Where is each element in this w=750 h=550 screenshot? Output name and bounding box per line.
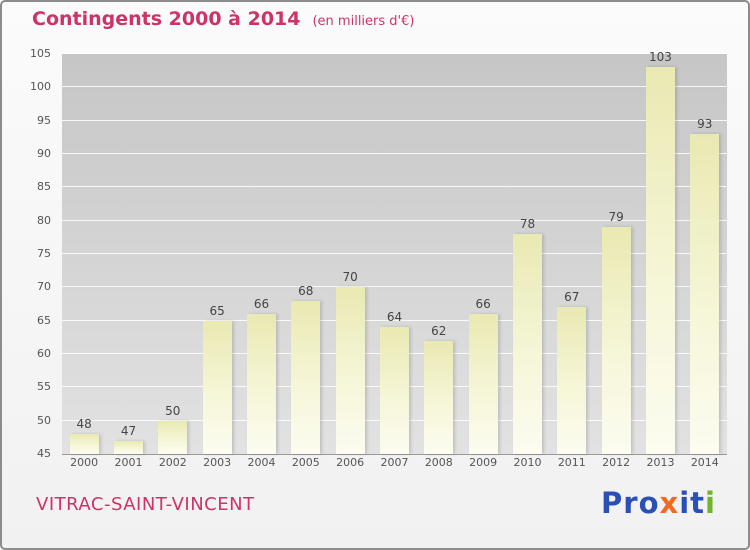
bar-value-label: 70 <box>342 270 358 285</box>
gridline <box>62 219 727 221</box>
y-tick-label: 50 <box>37 413 51 427</box>
gridline <box>62 53 727 54</box>
gridline <box>62 253 727 254</box>
x-tick-label: 2005 <box>291 456 320 469</box>
y-tick-label: 45 <box>37 447 51 460</box>
bar-2000 <box>69 434 99 454</box>
bar-value-label: 50 <box>165 403 181 418</box>
logo-letter: i <box>679 486 691 520</box>
bar-2007 <box>379 327 410 454</box>
x-tick-label: 2013 <box>646 456 675 469</box>
gridline <box>62 186 727 188</box>
bar-value-label: 103 <box>649 50 672 65</box>
x-tick-label: 2004 <box>247 456 276 469</box>
y-tick-label: 75 <box>37 247 51 260</box>
bar-2012 <box>601 227 631 454</box>
bar-2004 <box>246 314 277 454</box>
bar-slot: 103 <box>638 50 682 454</box>
gridline <box>62 153 727 154</box>
bar-2009 <box>468 314 498 454</box>
bar-slot: 66 <box>461 54 505 454</box>
bar-slot: 79 <box>594 54 638 454</box>
plot-area: 48 47 50 65 66 68 70 64 62 66 78 67 79 103 93 <box>62 50 727 455</box>
y-tick-label: 70 <box>37 280 51 294</box>
bar-value-label: 79 <box>608 210 624 225</box>
bar-slot: 48 <box>62 54 106 454</box>
bar-slot: 62 <box>417 54 461 454</box>
proxiti-logo: Proxiti <box>601 486 716 520</box>
bar-2002 <box>158 420 188 454</box>
logo-letter: x <box>659 486 680 520</box>
y-tick-label: 95 <box>37 113 51 127</box>
x-tick-label: 2002 <box>158 456 187 469</box>
chart-title: Contingents 2000 à 2014 <box>32 8 301 30</box>
gridline <box>62 86 727 88</box>
x-tick-label: 2000 <box>70 456 99 469</box>
bar-slot: 67 <box>550 54 594 454</box>
y-tick-label: 65 <box>37 313 51 327</box>
logo-letter: t <box>690 486 706 520</box>
bar-value-label: 47 <box>120 423 137 438</box>
y-tick-label: 60 <box>37 347 51 360</box>
bar-2013 <box>645 67 676 454</box>
bar-value-label: 68 <box>298 283 314 298</box>
x-tick-label: 2010 <box>513 456 542 469</box>
logo-letter: r <box>623 486 639 520</box>
bar-slot: 50 <box>151 54 195 454</box>
x-tick-label: 2003 <box>203 456 232 469</box>
bar-2005 <box>291 300 321 454</box>
logo-letter: i <box>705 486 716 520</box>
x-tick-label: 2007 <box>380 456 409 469</box>
y-tick-label: 100 <box>30 80 51 94</box>
bar-2006 <box>335 287 365 454</box>
bar-2014 <box>690 134 720 454</box>
bar-slot: 93 <box>683 54 727 454</box>
bar-slot: 47 <box>106 54 150 454</box>
chart-header: Contingents 2000 à 2014 (en milliers d'€) <box>32 8 414 30</box>
y-tick-label: 80 <box>37 213 51 227</box>
logo-letter: o <box>638 486 660 520</box>
bar-slot: 65 <box>195 54 239 454</box>
logo-letter: P <box>600 486 624 520</box>
location-label: VITRAC-SAINT-VINCENT <box>36 494 255 515</box>
bar-slot: 68 <box>284 54 328 454</box>
bar-slot: 64 <box>372 54 416 454</box>
bar-slot: 66 <box>239 54 283 454</box>
bar-value-label: 66 <box>475 297 491 311</box>
bar-slot: 78 <box>505 54 549 454</box>
bar-slot: 70 <box>328 54 372 454</box>
x-tick-label: 2014 <box>690 456 719 469</box>
chart-subtitle: (en milliers d'€) <box>312 14 415 29</box>
bar-value-label: 62 <box>431 323 447 338</box>
bar-2001 <box>113 440 144 454</box>
x-tick-label: 2008 <box>424 456 453 469</box>
x-tick-label: 2009 <box>469 456 498 469</box>
bar-value-label: 67 <box>564 290 580 305</box>
bar-value-label: 65 <box>209 303 225 318</box>
bar-value-label: 64 <box>386 310 403 325</box>
bar-value-label: 93 <box>697 117 713 131</box>
x-tick-label: 2012 <box>602 456 631 469</box>
bar-value-label: 66 <box>253 297 270 311</box>
y-tick-label: 85 <box>37 180 51 194</box>
y-tick-label: 55 <box>37 380 51 394</box>
bar-2008 <box>424 340 454 454</box>
bar-2010 <box>512 234 543 454</box>
y-tick-label: 105 <box>30 47 51 60</box>
x-tick-label: 2006 <box>336 456 365 469</box>
gridline <box>62 286 727 288</box>
y-axis: 45 50 55 60 65 70 75 80 85 90 95 100 105 <box>2 47 57 460</box>
bar-value-label: 48 <box>76 417 92 431</box>
bar-2003 <box>202 320 232 454</box>
x-tick-label: 2011 <box>557 456 586 469</box>
gridline <box>62 319 727 321</box>
bar-value-label: 78 <box>519 217 536 231</box>
y-tick-label: 90 <box>37 147 51 160</box>
bar-2011 <box>557 307 587 454</box>
x-axis: 2000 2001 2002 2003 2004 2005 2006 2007 2008 2009… <box>62 456 727 474</box>
x-tick-label: 2001 <box>114 456 143 469</box>
gridline <box>62 119 727 121</box>
